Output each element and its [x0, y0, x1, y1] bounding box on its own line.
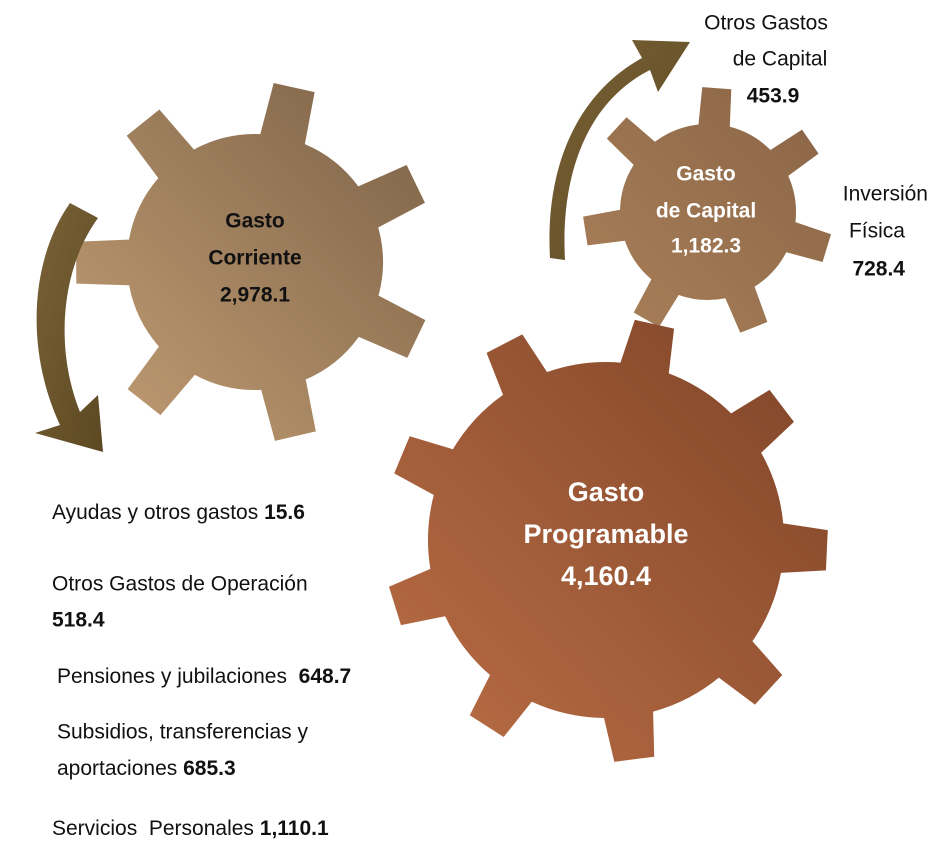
- annotation-value: 728.4: [852, 258, 905, 281]
- annotation-label: Otros Gastos: [704, 12, 828, 35]
- item: Otros Gastos de Operación: [52, 573, 308, 596]
- gear-label: Gasto: [568, 477, 645, 507]
- gear: [583, 87, 832, 333]
- item: Servicios Personales 1,110.1: [52, 817, 329, 840]
- gear-label: de Capital: [656, 200, 756, 223]
- arrow: [35, 203, 103, 452]
- item: Pensiones y jubilaciones 648.7: [57, 665, 351, 688]
- annotation-label: Inversión: [843, 183, 928, 206]
- arrow: [549, 40, 690, 260]
- item: aportaciones 685.3: [57, 757, 236, 780]
- gear-label: Gasto: [676, 163, 736, 186]
- item-value: 518.4: [52, 609, 105, 632]
- gear-label: Gasto: [225, 210, 285, 233]
- gear: [76, 82, 426, 441]
- gear-value: 4,160.4: [561, 561, 651, 591]
- annotation-label: Física: [849, 220, 905, 243]
- gear-label: Corriente: [208, 247, 301, 270]
- annotation-label: de Capital: [733, 48, 828, 71]
- gear-value: 2,978.1: [220, 284, 290, 307]
- annotation-value: 453.9: [747, 85, 800, 108]
- gear: [388, 319, 828, 762]
- item: Subsidios, transferencias y: [57, 721, 308, 744]
- gear-label: Programable: [523, 519, 688, 549]
- item: Ayudas y otros gastos 15.6: [52, 501, 305, 524]
- gear-value: 1,182.3: [671, 235, 741, 258]
